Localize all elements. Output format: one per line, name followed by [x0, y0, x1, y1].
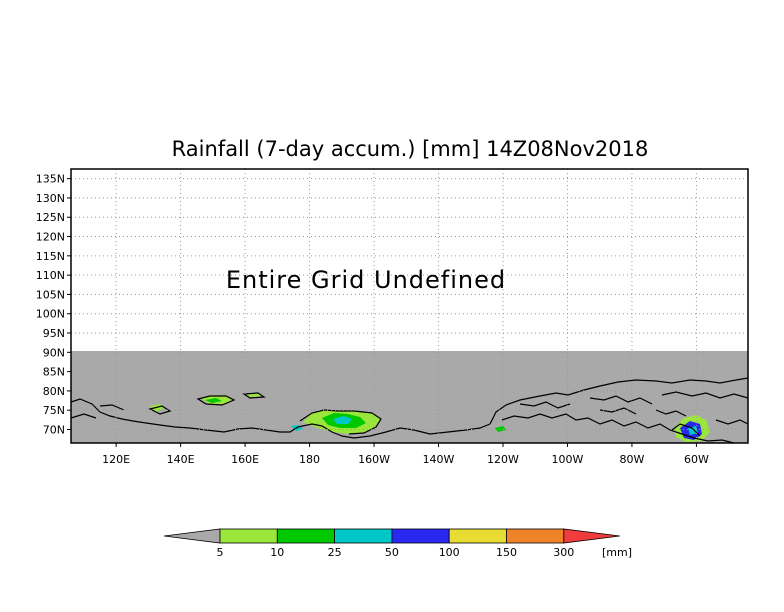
lat-tick-label: 130N: [36, 192, 65, 205]
lon-tick-label: 160W: [358, 453, 390, 466]
lon-tick-label: 160E: [231, 453, 259, 466]
colorbar-segment: [391, 528, 450, 544]
colorbar-segment: [334, 528, 393, 544]
colorbar-upper-triangle: [563, 528, 620, 544]
lat-tick-label: 125N: [36, 211, 65, 224]
plot-area: [70, 168, 749, 444]
plot-background: [71, 169, 748, 351]
colorbar-label: 300: [553, 546, 574, 559]
rain-patch-labrador-peak: [688, 426, 698, 435]
lon-tick-label: 140W: [423, 453, 455, 466]
lat-tick-label: 95N: [43, 327, 65, 340]
coastlines: [70, 377, 749, 444]
rain-patch-bering-peak: [333, 416, 352, 424]
lat-tick-label: 70N: [43, 423, 65, 436]
colorbar-segment: [506, 528, 565, 544]
lat-tick-label: 110N: [36, 269, 65, 282]
lon-tick-label: 140E: [167, 453, 195, 466]
lat-tick-label: 75N: [43, 404, 65, 417]
lon-tick-label: 100W: [552, 453, 584, 466]
lat-tick-label: 115N: [36, 250, 65, 263]
colorbar: 5 10 25 50 100 150 300 [mm]: [163, 528, 632, 559]
map-title: Rainfall (7-day accum.) [mm] 14Z08Nov201…: [172, 137, 649, 161]
lat-tick-label: 100N: [36, 308, 65, 321]
plot-frame: [70, 168, 749, 444]
lat-tick-label: 105N: [36, 288, 65, 301]
rain-patch-small-4: [495, 426, 506, 432]
lat-tick-label: 135N: [36, 173, 65, 186]
lat-tick-label: 90N: [43, 346, 65, 359]
colorbar-unit: [mm]: [602, 546, 632, 559]
lon-tick-label: 120E: [102, 453, 130, 466]
lon-tick-label: 120W: [487, 453, 519, 466]
colorbar-label: 100: [439, 546, 460, 559]
undefined-grid-message: Entire Grid Undefined: [226, 266, 506, 294]
longitude-axis: 120E 140E 160E 180 160W 140W 120W 100W 80W 60W: [102, 443, 709, 466]
colorbar-lower-triangle: [163, 528, 221, 544]
colorbar-label: 50: [385, 546, 399, 559]
graticule: [71, 169, 748, 443]
lat-tick-label: 85N: [43, 366, 65, 379]
lon-tick-label: 60W: [684, 453, 709, 466]
colorbar-segment: [276, 528, 335, 544]
lat-tick-label: 120N: [36, 231, 65, 244]
rain-patch-east-siberia-core: [205, 398, 222, 403]
colorbar-segment: [448, 528, 507, 544]
colorbar-label: 25: [328, 546, 342, 559]
lon-tick-label: 80W: [620, 453, 645, 466]
latitude-axis: 135N 130N 125N 120N 115N 110N 105N 100N 95N 90N 85…: [36, 173, 71, 436]
colorbar-label: 10: [270, 546, 284, 559]
colorbar-label: 5: [217, 546, 224, 559]
colorbar-label: 150: [496, 546, 517, 559]
colorbar-segment: [219, 528, 278, 544]
lat-tick-label: 80N: [43, 385, 65, 398]
lon-tick-label: 180: [299, 453, 320, 466]
